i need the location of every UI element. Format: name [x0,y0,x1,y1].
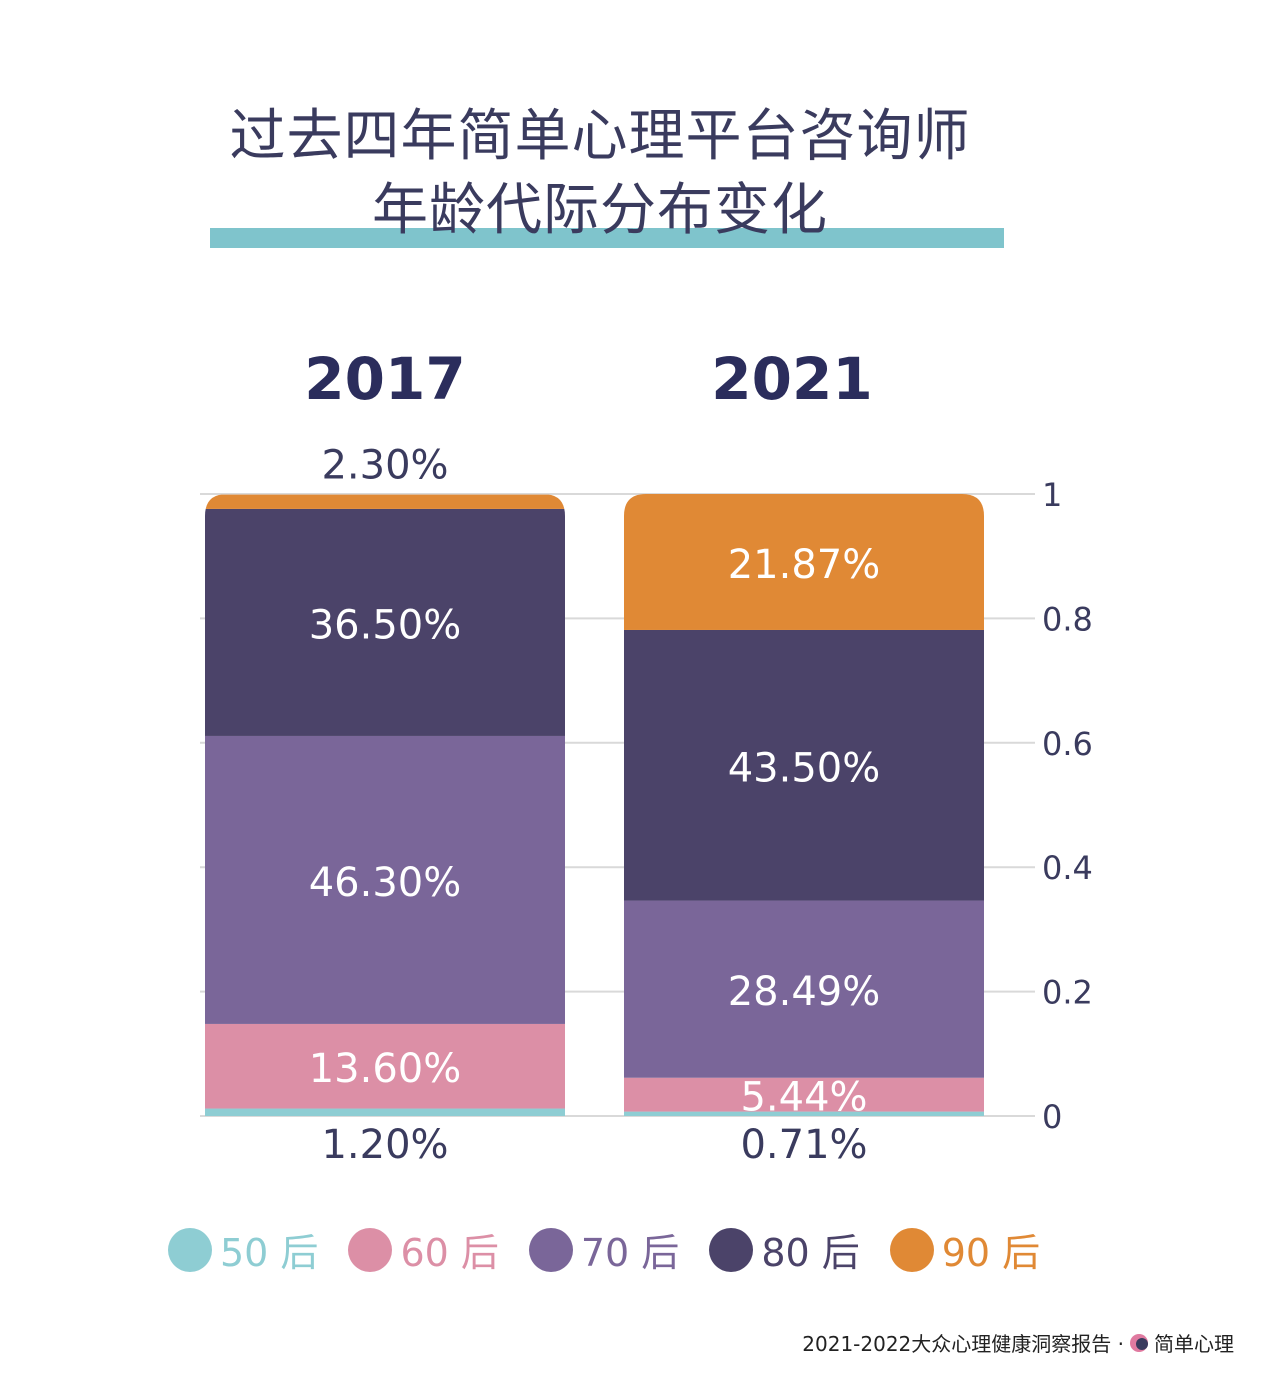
legend-swatch-60 [348,1227,393,1272]
y-tick-label: 0.2 [1042,974,1093,1012]
legend-item-80: 80 后 [709,1222,860,1277]
chart-title: 过去四年简单心理平台咨询师 年龄代际分布变化 [0,100,1200,248]
y-tick-label: 0.4 [1042,849,1093,887]
legend-item-70: 70 后 [528,1222,680,1277]
y-tick-label: 1 [1042,476,1062,514]
bar-segment-2017-2 [205,735,565,1024]
data-label-2017-4: 2.30% [321,443,448,489]
brand-logo-icon [1130,1333,1148,1352]
stacked-bar-chart: 0 0.2 0.4 0.6 0.8 1 1.20% 13.60% 46.30% 36.50% 2.3… [200,443,1093,1168]
legend-item-50: 50 后 [168,1222,318,1277]
legend-label-90: 90 后 [941,1231,1041,1275]
data-label-2021-4: 21.87% [728,542,881,588]
legend-swatch-90 [889,1227,934,1272]
data-label-2017-1: 13.60% [309,1046,462,1092]
legend-label-50: 50 后 [220,1231,319,1275]
legend-item-90: 90 后 [889,1222,1041,1277]
bar-stack-2021 [624,494,984,1116]
legend-swatch-50 [168,1227,212,1272]
bar-segment-2017-0 [205,1108,565,1116]
y-tick-label: 0 [1042,1098,1062,1136]
y-tick-label: 0.6 [1042,725,1093,763]
data-label-2017-0: 1.20% [321,1122,448,1168]
data-label-2021-0: 0.71% [740,1122,867,1168]
data-label-2021-3: 43.50% [728,745,881,791]
title-line-1: 过去四年简单心理平台咨询师 [229,104,971,169]
legend-label-70: 70 后 [580,1231,680,1275]
footer-brand: 简单心理 [1154,1332,1234,1356]
title-underline [210,228,1004,248]
legend-label-60: 60 后 [400,1231,499,1275]
footer-text: 2021-2022大众心理健康洞察报告 · [802,1332,1124,1356]
year-label-2017: 2017 [304,345,466,413]
data-label-2021-2: 28.49% [728,969,881,1015]
year-label-2021: 2021 [711,345,873,413]
data-label-2017-3: 36.50% [309,602,462,648]
bar-segment-2021-4 [624,494,984,630]
data-label-2021-1: 5.44% [740,1075,867,1121]
legend-item-60: 60 后 [348,1222,499,1277]
bar-stack-2017 [205,494,565,1116]
bar-segment-2021-1 [624,1077,984,1112]
legend: 50 后 60 后 70 后 80 后 90 后 [168,1222,1040,1277]
legend-swatch-70 [528,1227,573,1272]
bar-segment-2021-3 [624,629,984,901]
footer: 2021-2022大众心理健康洞察报告 · 简单心理 [802,1328,1234,1357]
bar-segment-2017-1 [205,1023,565,1109]
bar-segment-2017-4 [205,494,565,509]
y-tick-label: 0.8 [1042,600,1093,638]
legend-swatch-80 [709,1227,754,1272]
bar-segment-2021-2 [624,900,984,1078]
legend-label-80: 80 后 [761,1231,860,1275]
bar-segment-2017-3 [205,508,565,736]
data-label-2017-2: 46.30% [309,860,462,906]
title-line-2: 年龄代际分布变化 [372,178,828,243]
bar-segment-2021-0 [624,1111,984,1116]
